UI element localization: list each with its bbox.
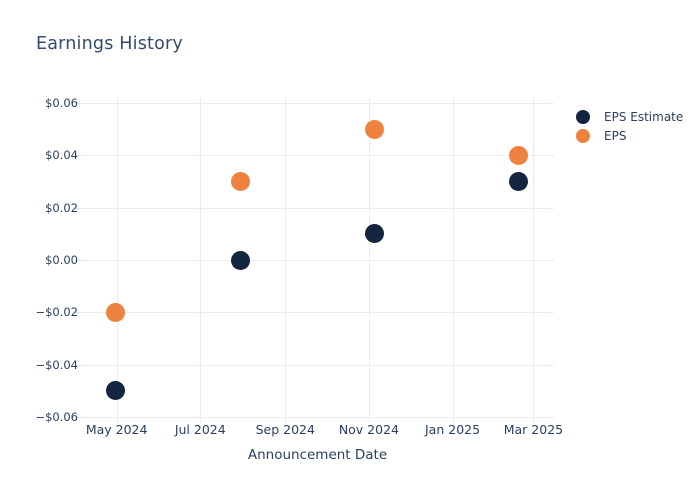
x-tick-label: Jul 2024: [174, 422, 226, 437]
legend-swatch-icon: [576, 109, 590, 124]
y-tick-mark: [75, 364, 81, 366]
chart-title: Earnings History: [36, 34, 183, 54]
y-tick-mark: [75, 103, 81, 105]
y-gridline: [81, 207, 554, 209]
y-tick-label: $0.04: [45, 148, 78, 163]
x-gridline: [452, 96, 454, 423]
y-tick-label: −$0.02: [35, 305, 78, 320]
x-tick-label: Jan 2025: [425, 422, 481, 437]
data-point-eps[interactable]: [508, 145, 528, 165]
y-gridline: [81, 312, 554, 314]
y-tick-label: $0.02: [45, 200, 78, 215]
x-tick-label: Sep 2024: [255, 422, 315, 437]
y-tick-mark: [75, 312, 81, 314]
x-axis-title: Announcement Date: [247, 447, 388, 463]
data-point-eps[interactable]: [105, 302, 125, 322]
y-gridline: [81, 155, 554, 157]
legend-label: EPS: [604, 128, 627, 143]
y-tick-mark: [75, 260, 81, 261]
y-tick-mark: [75, 207, 81, 209]
legend-item-eps-estimate[interactable]: EPS Estimate: [576, 107, 683, 126]
y-gridline: [81, 260, 554, 261]
y-tick-mark: [75, 155, 81, 157]
x-tick-label: Nov 2024: [338, 422, 399, 437]
x-tick-label: Mar 2025: [503, 422, 564, 437]
legend-label: EPS Estimate: [604, 109, 684, 124]
data-point-eps[interactable]: [230, 172, 250, 192]
data-point-eps-estimate[interactable]: [508, 172, 528, 192]
y-tick-label: $0.06: [45, 96, 78, 111]
data-point-eps[interactable]: [364, 119, 384, 139]
y-tick-label: −$0.04: [35, 357, 78, 372]
x-tick-label: May 2024: [85, 422, 148, 437]
legend: EPS Estimate EPS: [576, 107, 683, 145]
x-gridline: [368, 96, 370, 423]
x-gridline: [200, 96, 202, 423]
y-gridline: [81, 103, 554, 105]
y-gridline: [81, 416, 554, 418]
data-point-eps-estimate[interactable]: [364, 224, 384, 244]
y-gridline: [81, 364, 554, 366]
legend-item-eps[interactable]: EPS: [576, 126, 683, 145]
x-gridline: [533, 96, 535, 423]
x-gridline: [285, 96, 287, 423]
y-tick-mark: [75, 416, 81, 418]
y-tick-label: $0.00: [45, 253, 78, 267]
data-point-eps-estimate[interactable]: [105, 381, 125, 401]
legend-swatch-icon: [576, 128, 590, 143]
y-tick-label: −$0.06: [35, 409, 78, 424]
x-gridline: [116, 96, 118, 423]
data-point-eps-estimate[interactable]: [230, 250, 250, 270]
